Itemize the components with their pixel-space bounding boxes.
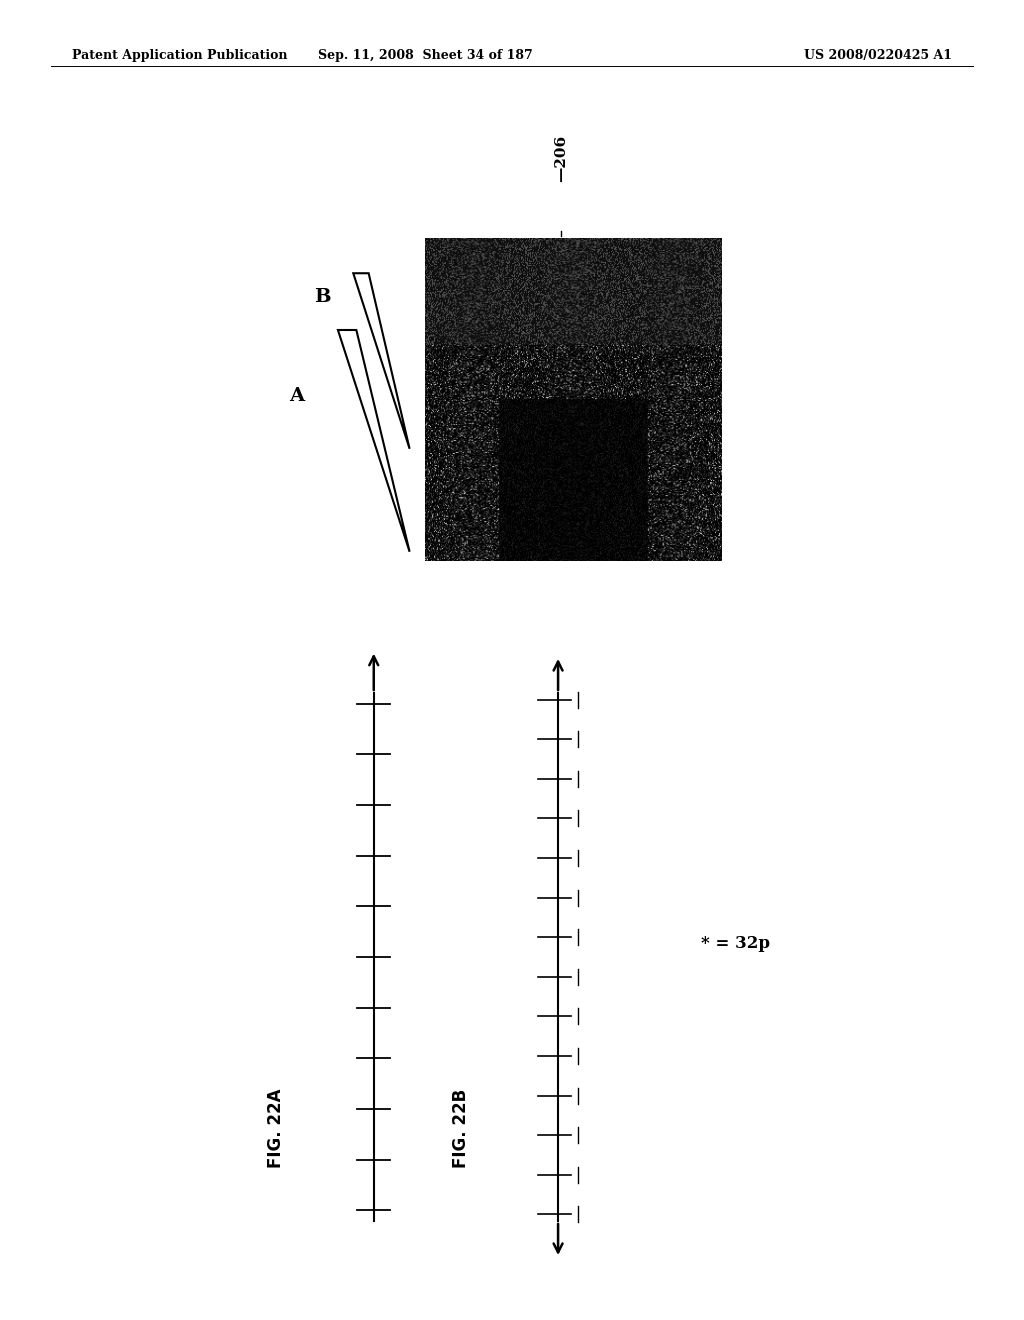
- Text: B: B: [314, 288, 331, 306]
- Text: —206: —206: [554, 135, 568, 182]
- Text: * = 32p: * = 32p: [701, 936, 770, 952]
- Polygon shape: [353, 273, 410, 449]
- Polygon shape: [338, 330, 410, 552]
- Text: FIG. 22B: FIG. 22B: [452, 1089, 470, 1168]
- Text: FIG. 22A: FIG. 22A: [267, 1089, 286, 1168]
- Text: A: A: [290, 387, 304, 405]
- Text: Sep. 11, 2008  Sheet 34 of 187: Sep. 11, 2008 Sheet 34 of 187: [317, 49, 532, 62]
- Text: Patent Application Publication: Patent Application Publication: [72, 49, 287, 62]
- Text: US 2008/0220425 A1: US 2008/0220425 A1: [804, 49, 952, 62]
